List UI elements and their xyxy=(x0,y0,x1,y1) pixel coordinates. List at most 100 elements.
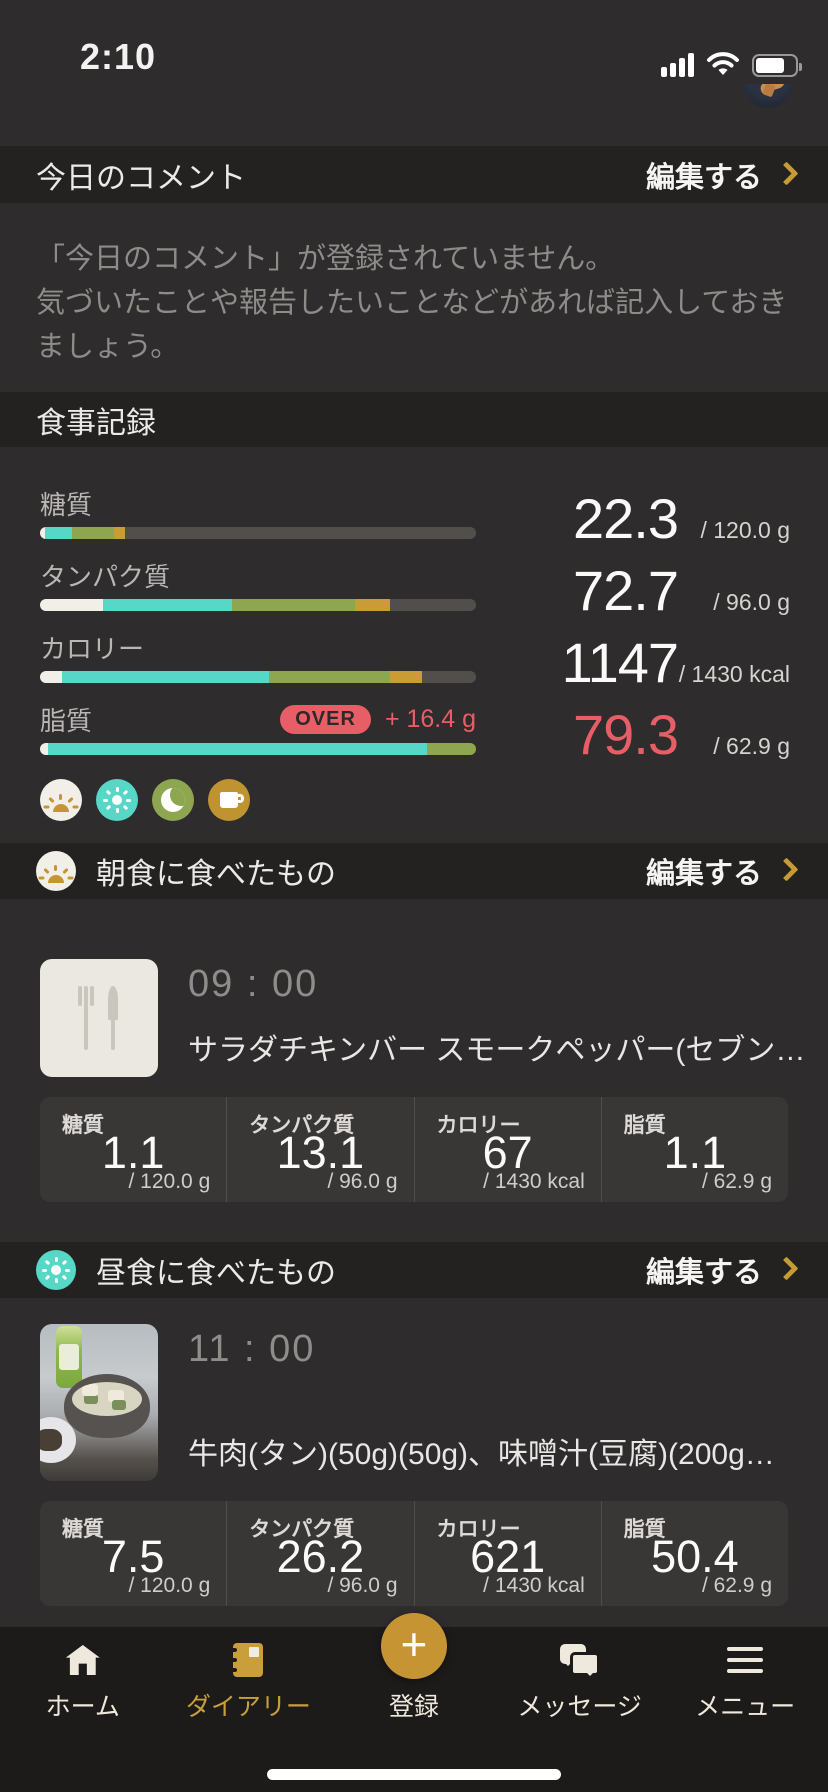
cell-value: 67 xyxy=(482,1127,533,1178)
lunch-photo xyxy=(40,1324,158,1481)
protein-value: 72.7 / 96.0 g xyxy=(460,563,790,619)
tab-menu[interactable]: メニュー xyxy=(662,1627,828,1792)
battery-icon xyxy=(752,53,802,77)
cell-label: カロリー xyxy=(436,1518,521,1541)
home-indicator[interactable] xyxy=(267,1769,561,1780)
breakfast-photo-placeholder xyxy=(40,959,158,1077)
tab-home[interactable]: ホーム xyxy=(0,1627,166,1792)
meal-record-title: 食事記録 xyxy=(36,406,156,440)
lunch-calorie-cell: カロリー 621 / 1430 kcal xyxy=(413,1501,601,1606)
avatar[interactable] xyxy=(744,84,792,112)
comment-edit-label: 編集する xyxy=(645,161,762,194)
cell-limit: / 1430 kcal xyxy=(483,1574,585,1597)
bottle-art xyxy=(56,1326,82,1388)
cell-label: 脂質 xyxy=(623,1518,666,1541)
cell-value: 13.1 xyxy=(276,1127,365,1178)
sunrise-icon xyxy=(38,865,74,883)
breakfast-nutrition-panel: 糖質 1.1 / 120.0 g タンパク質 13.1 / 96.0 g カロリ… xyxy=(40,1097,788,1202)
moon-icon xyxy=(161,788,185,812)
breakfast-protein-cell: タンパク質 13.1 / 96.0 g xyxy=(226,1097,413,1202)
sugar-amount: 22.3 xyxy=(573,487,679,550)
lunch-nutrition-panel: 糖質 7.5 / 120.0 g タンパク質 26.2 / 96.0 g カロリ… xyxy=(40,1501,788,1606)
cell-label: タンパク質 xyxy=(249,1518,355,1541)
breakfast-sugar-cell: 糖質 1.1 / 120.0 g xyxy=(40,1097,226,1202)
cell-label: 脂質 xyxy=(623,1114,666,1137)
sugar-limit: / 120.0 g xyxy=(700,517,790,543)
tab-message[interactable]: メッセージ xyxy=(497,1627,663,1792)
breakfast-card: 09 : 00 サラダチキンバー スモークペッパー(セブン… 糖質 1.1 / … xyxy=(0,899,828,1242)
fat-value: 79.3 / 62.9 g xyxy=(460,707,790,763)
cell-value: 1.1 xyxy=(101,1127,165,1178)
meal-record-header: 食事記録 xyxy=(0,392,828,447)
breakfast-icon-circle xyxy=(36,851,76,891)
cell-label: タンパク質 xyxy=(249,1114,355,1137)
wifi-icon xyxy=(707,52,739,75)
home-icon xyxy=(65,1645,100,1675)
over-badge: OVER xyxy=(280,704,371,734)
cell-label: 糖質 xyxy=(62,1518,104,1541)
breakfast-entry-time: 09 : 00 xyxy=(188,963,319,1005)
cell-limit: / 62.9 g xyxy=(701,1170,772,1193)
lunch-icon-circle xyxy=(36,1250,76,1290)
protein-label: タンパク質 xyxy=(40,561,171,592)
tab-menu-label: メニュー xyxy=(695,1693,796,1721)
protein-limit: / 96.0 g xyxy=(713,589,790,615)
cell-limit: / 96.0 g xyxy=(327,1170,398,1193)
comment-section-title: 今日のコメント xyxy=(36,161,246,195)
tab-bar: ホーム ダイアリー + 登録 メッセージ メニュー xyxy=(0,1613,828,1792)
lunch-edit-button[interactable]: 編集する xyxy=(646,1249,792,1291)
breakfast-entry[interactable]: 09 : 00 サラダチキンバー スモークペッパー(セブン… xyxy=(40,959,805,1077)
comment-placeholder-line2: 気づいたことや報告したいことなどがあれば記入しておきましょう。 xyxy=(36,287,788,363)
cell-value: 50.4 xyxy=(651,1531,739,1582)
snack-legend-chip xyxy=(208,779,250,821)
fat-label: 脂質 xyxy=(40,705,93,736)
tab-home-label: ホーム xyxy=(45,1693,120,1721)
calorie-value: 1147 / 1430 kcal xyxy=(460,635,790,691)
breakfast-edit-button[interactable]: 編集する xyxy=(646,850,792,892)
cell-value: 1.1 xyxy=(663,1127,727,1178)
message-icon xyxy=(559,1644,600,1676)
nutrient-summary: 糖質 22.3 / 120.0 g タンパク質 72.7 / 96.0 g カロ… xyxy=(0,447,828,843)
breakfast-entry-name: サラダチキンバー スモークペッパー(セブン… xyxy=(188,1034,806,1067)
signal-icon xyxy=(661,53,694,77)
breakfast-legend-chip xyxy=(40,779,82,821)
calorie-limit: / 1430 kcal xyxy=(678,661,790,687)
scroll-gap xyxy=(0,84,828,146)
breakfast-fat-cell: 脂質 1.1 / 62.9 g xyxy=(600,1097,788,1202)
cell-limit: / 120.0 g xyxy=(128,1170,211,1193)
lunch-fat-cell: 脂質 50.4 / 62.9 g xyxy=(600,1501,788,1606)
lunch-entry[interactable]: 11 : 00 牛肉(タン)(50g)(50g)、味噌汁(豆腐)(200g… xyxy=(40,1324,788,1481)
lunch-legend-chip xyxy=(96,779,138,821)
lunch-section-title: 昼食に食べたもの xyxy=(96,1257,336,1290)
cell-value: 26.2 xyxy=(276,1531,365,1582)
add-record-button[interactable]: + xyxy=(380,1613,447,1679)
lunch-protein-cell: タンパク質 26.2 / 96.0 g xyxy=(226,1501,413,1606)
comment-edit-button[interactable]: 編集する xyxy=(646,154,792,196)
lunch-section-header: 昼食に食べたもの 編集する xyxy=(0,1242,828,1298)
chevron-right-icon xyxy=(776,858,792,884)
lunch-card: 11 : 00 牛肉(タン)(50g)(50g)、味噌汁(豆腐)(200g… 糖… xyxy=(0,1298,828,1626)
dinner-legend-chip xyxy=(152,779,194,821)
calorie-label: カロリー xyxy=(40,633,145,664)
lunch-entry-name: 牛肉(タン)(50g)(50g)、味噌汁(豆腐)(200g… xyxy=(188,1438,775,1471)
tab-diary[interactable]: ダイアリー xyxy=(166,1627,332,1792)
tab-diary-label: ダイアリー xyxy=(185,1693,311,1721)
chevron-right-icon xyxy=(776,162,792,188)
nutrient-row-fat: 脂質 OVER + 16.4 g 79.3 / 62.9 g xyxy=(40,703,790,763)
mug-icon xyxy=(220,792,244,808)
sun-icon xyxy=(103,787,131,813)
cell-label: 糖質 xyxy=(62,1114,104,1137)
fat-over-group: OVER + 16.4 g xyxy=(280,704,476,734)
tab-register[interactable]: + 登録 xyxy=(331,1613,497,1792)
fork-knife-icon xyxy=(78,986,120,1050)
comment-placeholder[interactable]: 「今日のコメント」が登録されていません。 気づいたことや報告したいことなどがあれ… xyxy=(0,203,828,392)
fat-progress-bar xyxy=(40,743,476,755)
breakfast-calorie-cell: カロリー 67 / 1430 kcal xyxy=(413,1097,601,1202)
cell-limit: / 1430 kcal xyxy=(483,1170,585,1193)
sunrise-icon xyxy=(43,794,79,812)
calorie-amount: 1147 xyxy=(561,631,679,694)
sugar-label: 糖質 xyxy=(40,489,93,520)
lunch-entry-time: 11 : 00 xyxy=(188,1328,316,1370)
sugar-progress-bar xyxy=(40,527,476,539)
